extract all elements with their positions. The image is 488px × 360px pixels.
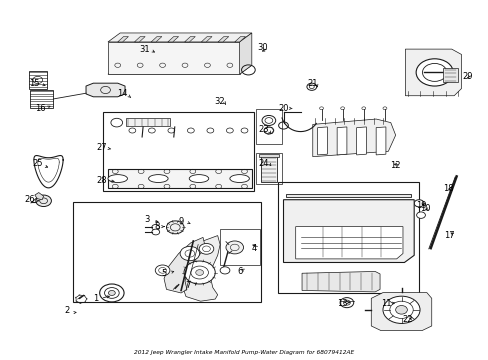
Text: 7: 7 [185,281,191,290]
Polygon shape [234,37,245,42]
Circle shape [199,243,213,254]
Circle shape [183,261,215,284]
Polygon shape [163,237,205,293]
Text: 23: 23 [258,125,269,134]
Polygon shape [151,37,162,42]
Circle shape [382,296,419,323]
Text: 8: 8 [154,222,159,231]
Text: 14: 14 [117,89,127,98]
Circle shape [36,195,51,207]
Text: 25: 25 [32,159,42,168]
Circle shape [155,265,169,276]
Text: 4: 4 [251,244,256,253]
Polygon shape [35,193,43,200]
Ellipse shape [108,175,127,183]
Polygon shape [405,49,461,96]
Polygon shape [370,293,431,330]
Text: 9: 9 [178,217,183,226]
Text: 28: 28 [97,176,107,185]
Circle shape [100,284,124,302]
Text: 17: 17 [443,231,454,240]
Polygon shape [283,200,413,262]
Text: 22: 22 [402,315,412,324]
Polygon shape [218,37,228,42]
Polygon shape [108,65,251,74]
Circle shape [415,59,452,86]
Text: 16: 16 [35,104,46,113]
Polygon shape [312,119,395,157]
Polygon shape [375,127,385,155]
Polygon shape [317,127,327,155]
Polygon shape [285,194,410,197]
Text: 1: 1 [93,294,98,303]
Circle shape [395,306,407,314]
Text: 12: 12 [389,161,400,170]
Polygon shape [167,37,178,42]
Text: 15: 15 [28,79,39,88]
Polygon shape [356,127,366,155]
Text: 29: 29 [462,72,472,81]
Text: 5: 5 [161,269,166,278]
Bar [29,71,47,89]
Bar [256,109,281,144]
Polygon shape [302,271,379,292]
Polygon shape [184,37,195,42]
Polygon shape [108,42,239,74]
Ellipse shape [148,175,168,183]
Circle shape [180,246,199,261]
Text: 2012 Jeep Wrangler Intake Manifold Pump-Water Diagram for 68079412AE: 2012 Jeep Wrangler Intake Manifold Pump-… [134,350,354,355]
Text: 26: 26 [24,195,35,204]
Bar [259,154,278,157]
Text: 6: 6 [237,267,242,276]
Polygon shape [239,33,251,74]
Bar [73,202,260,302]
Polygon shape [86,83,125,97]
Circle shape [225,241,243,254]
Text: 3: 3 [144,215,149,224]
Circle shape [413,200,423,207]
Polygon shape [336,127,346,155]
Bar [30,90,53,108]
Ellipse shape [189,175,208,183]
Polygon shape [134,37,145,42]
Polygon shape [108,169,251,188]
Circle shape [152,225,159,230]
Text: 20: 20 [278,104,288,113]
Polygon shape [201,37,212,42]
Text: 13: 13 [336,299,346,308]
Bar [443,68,457,82]
Text: 27: 27 [97,143,107,152]
Text: 21: 21 [307,79,317,88]
Polygon shape [118,37,128,42]
Text: 11: 11 [380,299,390,308]
Text: 10: 10 [419,204,429,213]
Ellipse shape [229,175,249,183]
Polygon shape [295,226,402,259]
Bar [126,118,170,126]
Text: 32: 32 [213,96,224,105]
Text: 30: 30 [257,43,268,52]
Bar [277,182,418,293]
Polygon shape [108,33,251,42]
Polygon shape [178,235,220,301]
Circle shape [108,291,115,296]
Bar [220,229,260,265]
Text: 31: 31 [139,45,149,54]
Circle shape [195,270,203,275]
Bar [103,112,254,191]
Text: 19: 19 [415,201,426,210]
Text: 24: 24 [258,159,269,168]
Circle shape [166,221,183,234]
Circle shape [416,212,425,219]
Text: 2: 2 [64,306,69,315]
Circle shape [152,229,159,235]
Bar [256,153,281,184]
Circle shape [220,267,229,274]
Text: 18: 18 [442,184,453,193]
Bar [261,156,276,182]
